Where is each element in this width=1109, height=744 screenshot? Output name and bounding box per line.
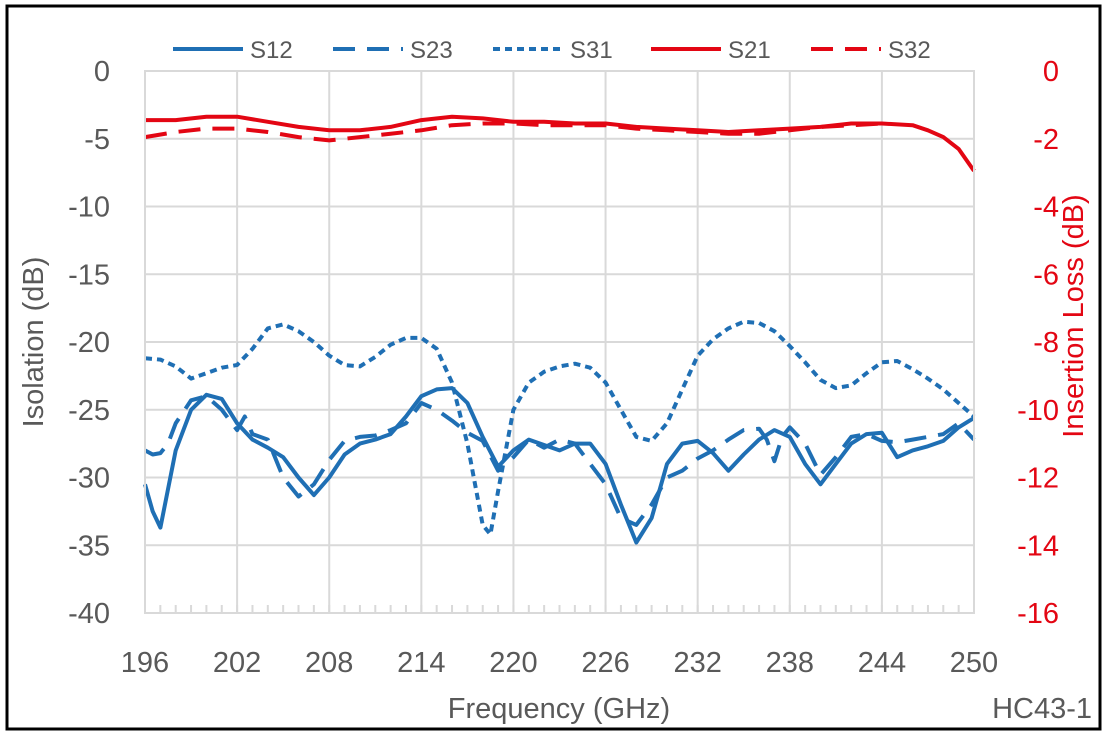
legend-label-s31: S31 bbox=[570, 37, 613, 64]
tick-label-x: 208 bbox=[305, 647, 353, 679]
tick-label-x: 214 bbox=[397, 647, 445, 679]
tick-label-y-left: -20 bbox=[68, 327, 110, 359]
tick-label-x: 250 bbox=[950, 647, 998, 679]
tick-label-x: 232 bbox=[673, 647, 721, 679]
legend-label-s21: S21 bbox=[728, 37, 771, 64]
legend-label-s32: S32 bbox=[888, 37, 931, 64]
tick-label-x: 238 bbox=[766, 647, 814, 679]
tick-label-x: 196 bbox=[121, 647, 169, 679]
legend-label-s12: S12 bbox=[250, 37, 293, 64]
chart-frame bbox=[5, 4, 1102, 731]
tick-label-y-left: -10 bbox=[68, 192, 110, 224]
tick-label-y-right: -2 bbox=[1033, 124, 1059, 156]
tick-label-x: 220 bbox=[489, 647, 537, 679]
series-line-s12 bbox=[143, 386, 976, 545]
tick-label-y-left: -15 bbox=[68, 259, 110, 291]
tick-label-y-left: -5 bbox=[84, 124, 110, 156]
legend: S12 S23 S31 S21 S32 bbox=[173, 37, 931, 64]
figure-id-label: HC43-1 bbox=[992, 693, 1092, 725]
series-line-s31 bbox=[144, 319, 976, 537]
y-axis-right-title: Insertion Loss (dB) bbox=[1058, 194, 1090, 437]
tick-label-y-right: -10 bbox=[1017, 395, 1059, 427]
tick-label-y-right: -4 bbox=[1033, 192, 1059, 224]
series-line-s32 bbox=[144, 121, 883, 143]
series-line-s23 bbox=[144, 394, 976, 527]
tick-label-y-left: -40 bbox=[68, 598, 110, 630]
tick-label-x: 226 bbox=[581, 647, 629, 679]
tick-labels: 196 202 208 214 220 226 232 238 244 250 0 -5 -10 -15 -… bbox=[68, 56, 1059, 679]
x-axis-title: Frequency (GHz) bbox=[448, 693, 670, 725]
y-axis-left-title: Isolation (dB) bbox=[18, 257, 50, 428]
tick-label-x: 202 bbox=[213, 647, 261, 679]
tick-label-x: 244 bbox=[858, 647, 906, 679]
tick-label-y-right: -14 bbox=[1017, 530, 1059, 562]
legend-label-s23: S23 bbox=[410, 37, 453, 64]
tick-label-y-right: 0 bbox=[1043, 56, 1059, 88]
tick-label-y-left: -25 bbox=[68, 395, 110, 427]
tick-label-y-left: 0 bbox=[94, 56, 110, 88]
tick-label-y-left: -30 bbox=[68, 463, 110, 495]
series-lines bbox=[143, 114, 976, 545]
tick-label-y-left: -35 bbox=[68, 530, 110, 562]
plot-area-border bbox=[144, 70, 975, 614]
tick-label-y-right: -12 bbox=[1017, 463, 1059, 495]
tick-label-y-right: -6 bbox=[1033, 259, 1059, 291]
tick-label-y-right: -16 bbox=[1017, 598, 1059, 630]
tick-label-y-right: -8 bbox=[1033, 327, 1059, 359]
